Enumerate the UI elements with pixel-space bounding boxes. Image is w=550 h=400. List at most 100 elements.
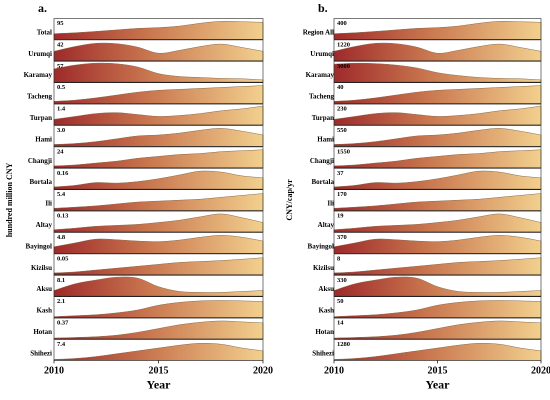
row-label: Altay [36,221,53,229]
row-label: Hotan [315,328,334,336]
x-tick-label: 2010 [44,365,64,376]
row-label: Kizilsu [313,264,334,272]
ridge-row: Kash 2.1 [36,296,264,318]
row-ymax-label: 0.05 [57,255,69,262]
row-label: Tacheng [27,93,53,101]
row-ymax-label: 42 [57,41,64,48]
ridge-area [53,85,264,104]
ridge-area [53,128,264,147]
row-label: Hotan [33,328,52,336]
row-label: Hami [35,135,52,143]
ridge-row: Karamay 57 [24,60,264,83]
ridge-row: Kizilsu 0.05 [31,253,264,276]
row-ymax-label: 0.37 [57,320,69,327]
row-label: Karamay [306,71,335,79]
row-ymax-label: 370 [337,234,347,241]
row-frame [333,168,542,190]
row-frame [333,60,542,83]
row-label: Turpan [30,114,52,122]
x-tick-label: 2020 [253,365,273,376]
row-label: Aksu [36,285,52,293]
ridge-area [333,300,542,318]
ridge-row: Hami 3.0 [35,125,264,147]
row-frame [333,210,542,233]
row-ymax-label: 24 [57,148,64,155]
row-label: Shihezi [30,349,52,357]
row-label: Changji [28,157,52,165]
ridge-row: Total 95 [37,18,264,40]
row-ymax-label: 3.0 [57,127,65,134]
ridge-area [333,213,542,233]
ridge-row: Ili 5.4 [45,189,264,211]
row-label: Bortala [29,178,52,186]
row-frame [333,18,542,40]
ridge-area [53,300,264,318]
ridge-area [53,21,264,40]
x-axis-title: Year [147,377,172,391]
ridge-area [53,213,264,233]
row-ymax-label: 170 [337,191,347,198]
row-frame [333,103,542,126]
row-label: Ili [327,200,334,208]
ridge-area [53,193,264,211]
ridge-row: Altay 0.13 [36,210,264,233]
row-ymax-label: 1280 [337,341,350,348]
row-label: Kash [318,307,334,315]
row-ymax-label: 14 [337,320,344,327]
row-frame [333,39,542,62]
row-frame [53,39,264,62]
x-tick-label: 2010 [324,365,344,376]
ridge-area [333,105,542,126]
ridge-row: Changji 24 [28,146,264,169]
ridge-area [333,149,542,169]
row-frame [333,146,542,169]
row-ymax-label: 7.4 [57,341,66,348]
row-frame [53,189,264,211]
x-tick-label: 2020 [531,365,550,376]
row-frame [333,189,542,211]
ridge-area [333,85,542,104]
ridge-area [333,62,542,83]
ridge-row: Bortala 0.16 [29,168,264,190]
row-frame [333,317,542,340]
row-label: Urumqi [28,50,52,58]
row-frame [333,232,542,254]
row-label: Urumqi [310,50,334,58]
ridge-area [333,343,542,361]
row-frame [53,60,264,83]
panel-a: a. hundred million CNY Total 95 Urumqi 42 Kara… [5,1,273,391]
row-frame [53,103,264,126]
row-frame [53,232,264,254]
row-ymax-label: 400 [337,20,347,27]
row-frame [53,253,264,276]
row-frame [53,210,264,233]
row-frame [53,82,264,104]
row-label: Changji [310,157,334,165]
ridge-area [53,276,264,297]
row-frame [333,253,542,276]
row-label: Ili [45,200,52,208]
ridge-area [53,105,264,126]
row-ymax-label: 95 [57,20,64,27]
row-ymax-label: 50 [337,298,344,305]
ridge-area [333,193,542,211]
row-ymax-label: 0.16 [57,170,69,177]
row-label: Bortala [311,178,334,186]
row-ymax-label: 2.1 [57,298,65,305]
ridge-row: Urumqi 42 [28,39,264,62]
ridge-area [333,170,542,190]
row-label: Bayingol [26,242,53,250]
ridge-row: Aksu 8.1 [36,274,264,297]
row-ymax-label: 19 [337,213,344,220]
